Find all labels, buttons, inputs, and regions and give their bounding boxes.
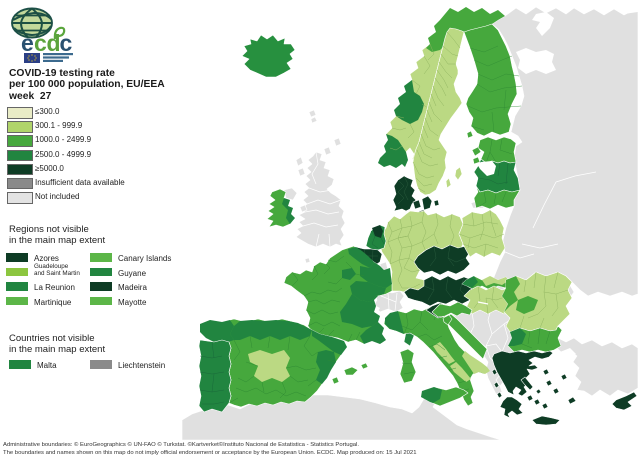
svg-text:c: c — [34, 30, 47, 56]
svg-text:d: d — [47, 30, 61, 56]
svg-text:e: e — [21, 30, 34, 56]
svg-text:c: c — [60, 30, 73, 56]
